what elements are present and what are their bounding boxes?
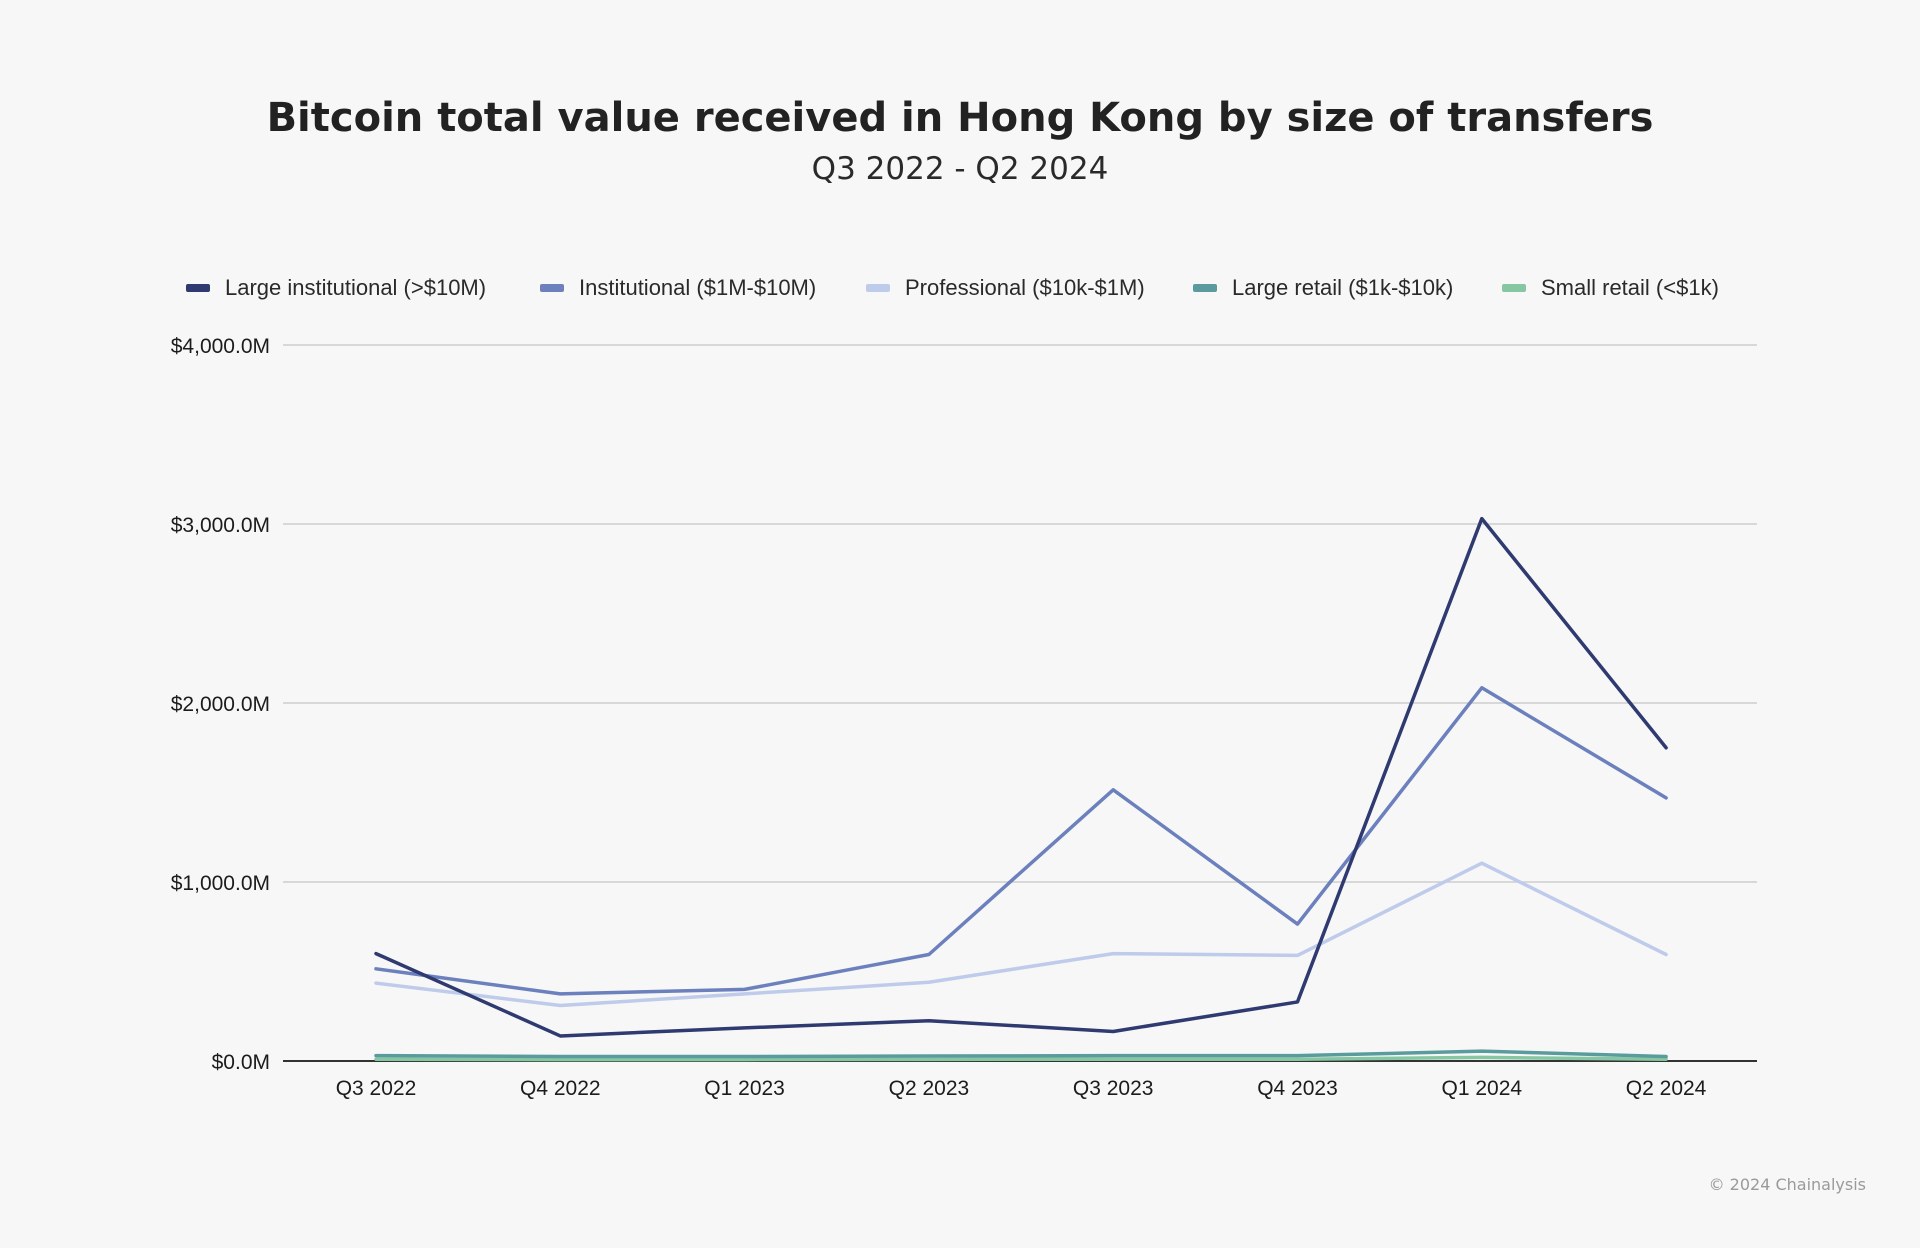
y-axis: $0.0M $1,000.0M $2,000.0M $3,000.0M $4,000.0…: [171, 335, 270, 1074]
x-tick-label: Q4 2023: [1257, 1077, 1338, 1100]
legend-swatch: [1502, 284, 1526, 292]
legend-label: Large retail ($1k-$10k): [1232, 275, 1453, 300]
x-tick-label: Q1 2023: [704, 1077, 785, 1100]
series-line-3: [374, 861, 1668, 1008]
x-tick-label: Q3 2023: [1073, 1077, 1154, 1100]
y-tick-label: $2,000.0M: [171, 693, 270, 716]
y-tick-label: $0.0M: [212, 1051, 270, 1074]
x-tick-label: Q2 2024: [1626, 1077, 1707, 1100]
legend-swatch: [540, 284, 564, 292]
legend-item: Small retail (<$1k): [1502, 275, 1719, 300]
y-tick-label: $3,000.0M: [171, 514, 270, 537]
series-line-4: [374, 1049, 1668, 1059]
legend-swatch: [866, 284, 890, 292]
legend: Large institutional (>$10M) Institutional…: [186, 275, 1719, 300]
legend-label: Small retail (<$1k): [1541, 275, 1719, 300]
x-tick-label: Q1 2024: [1442, 1077, 1523, 1100]
legend-swatch: [1193, 284, 1217, 292]
legend-label: Institutional ($1M-$10M): [579, 275, 816, 300]
x-tick-label: Q2 2023: [889, 1077, 970, 1100]
gridlines: [283, 344, 1757, 883]
series-line-5: [374, 1055, 1668, 1062]
legend-label: Professional ($10k-$1M): [905, 275, 1145, 300]
chart-title: Bitcoin total value received in Hong Kon…: [267, 95, 1654, 141]
legend-label: Large institutional (>$10M): [225, 275, 486, 300]
legend-item: Professional ($10k-$1M): [866, 275, 1145, 300]
legend-item: Large institutional (>$10M): [186, 275, 486, 300]
legend-item: Large retail ($1k-$10k): [1193, 275, 1453, 300]
x-axis: Q3 2022 Q4 2022 Q1 2023 Q2 2023 Q3 2023 Q4 20…: [283, 1060, 1757, 1100]
series-line-1: [374, 516, 1668, 1038]
series-lines: [374, 516, 1668, 1062]
legend-item: Institutional ($1M-$10M): [540, 275, 816, 300]
y-tick-label: $1,000.0M: [171, 872, 270, 895]
chart-subtitle: Q3 2022 - Q2 2024: [812, 151, 1109, 187]
copyright-text: © 2024 Chainalysis: [1709, 1175, 1866, 1194]
series-line-2: [374, 686, 1668, 996]
y-tick-label: $4,000.0M: [171, 335, 270, 358]
legend-swatch: [186, 284, 210, 292]
x-tick-label: Q4 2022: [520, 1077, 601, 1100]
x-tick-label: Q3 2022: [336, 1077, 417, 1100]
